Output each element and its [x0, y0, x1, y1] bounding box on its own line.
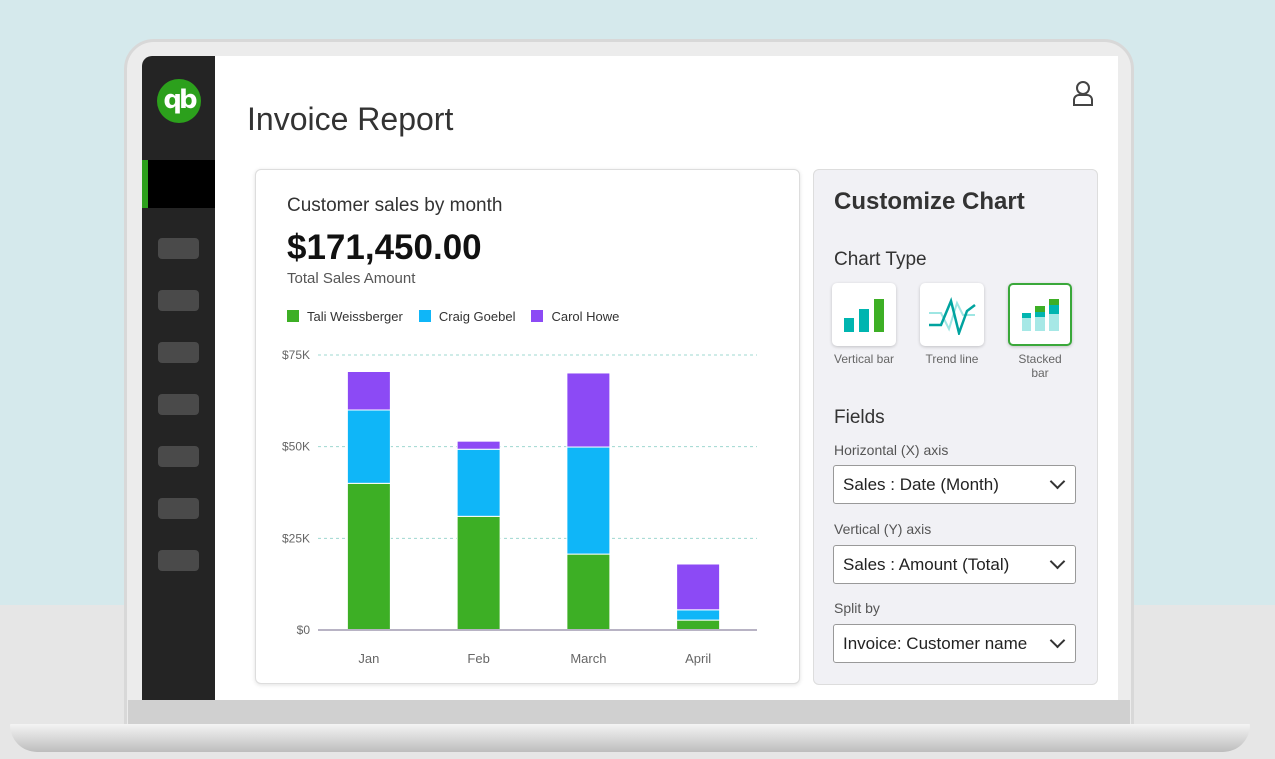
bar-segment [566, 372, 611, 448]
x-axis-value: Sales : Date (Month) [843, 475, 999, 494]
sidebar-item[interactable] [158, 290, 199, 311]
user-icon[interactable] [1072, 80, 1094, 106]
bar-segment [346, 482, 391, 631]
stacked-bar-icon [1022, 298, 1059, 331]
legend-item: Carol Howe [531, 309, 619, 324]
chart-type-trend-line[interactable]: Trend line [920, 283, 984, 380]
chevron-down-icon [1049, 553, 1066, 570]
page-title: Invoice Report [247, 101, 454, 137]
sidebar-item[interactable] [158, 238, 199, 259]
bar-segment [456, 448, 501, 517]
total-amount-label: Total Sales Amount [287, 270, 416, 287]
chart-legend: Tali Weissberger Craig Goebel Carol Howe [287, 309, 619, 324]
bar-segment [346, 371, 391, 411]
chevron-down-icon [1049, 473, 1066, 490]
vertical-bar-icon [844, 298, 884, 332]
x-tick-label: March [570, 651, 606, 666]
quickbooks-logo[interactable]: qb [157, 79, 201, 123]
sidebar-item[interactable] [158, 342, 199, 363]
bar-segment [566, 446, 611, 555]
trend-line-icon [929, 296, 976, 335]
chart-type-label: Vertical bar [833, 352, 895, 366]
total-amount: $171,450.00 [287, 228, 482, 267]
bar-segment [456, 515, 501, 631]
legend-label: Craig Goebel [438, 309, 516, 324]
legend-swatch [531, 310, 544, 322]
customize-chart-panel: Customize Chart Chart Type Vertical bar … [813, 169, 1098, 685]
chart-type-vertical-bar[interactable]: Vertical bar [832, 283, 896, 380]
laptop-hinge [128, 700, 1130, 726]
app-screen: qb Invoice Report Customer sales by mont… [142, 56, 1118, 700]
y-axis-select[interactable]: Sales : Amount (Total) [833, 545, 1076, 584]
legend-item: Craig Goebel [418, 309, 516, 324]
legend-swatch [418, 310, 431, 322]
legend-label: Carol Howe [551, 309, 620, 324]
x-axis-select[interactable]: Sales : Date (Month) [833, 465, 1076, 504]
chevron-down-icon [1049, 632, 1066, 649]
panel-title: Customize Chart [834, 188, 1025, 215]
legend-swatch [287, 310, 299, 322]
sidebar-item[interactable] [158, 446, 199, 467]
y-tick-label: $0 [297, 623, 311, 637]
chart-type-label: Stacked bar [1018, 352, 1062, 380]
bar-segment [456, 440, 501, 450]
sidebar: qb [142, 56, 215, 700]
bar-segment [676, 619, 721, 631]
bar-segment [566, 553, 611, 631]
x-tick-label: Jan [358, 651, 379, 666]
y-tick-label: $50K [282, 440, 310, 454]
y-tick-label: $75K [282, 348, 310, 362]
chart-type-label: Trend line [925, 352, 979, 366]
bar-segment [676, 563, 721, 611]
bar-segment [676, 609, 721, 621]
y-axis-value: Sales : Amount (Total) [843, 555, 1010, 574]
sidebar-item[interactable] [158, 550, 199, 571]
sidebar-item[interactable] [158, 394, 199, 415]
split-by-select[interactable]: Invoice: Customer name [833, 624, 1076, 663]
chart-type-heading: Chart Type [834, 249, 927, 270]
chart-title: Customer sales by month [287, 195, 503, 216]
bar-segment [346, 409, 391, 484]
x-tick-label: Feb [467, 651, 489, 666]
chart-type-stacked-bar[interactable]: Stacked bar [1008, 283, 1072, 380]
y-axis-label: Vertical (Y) axis [834, 521, 932, 537]
split-by-value: Invoice: Customer name [843, 634, 1028, 653]
fields-heading: Fields [834, 407, 885, 428]
legend-label: Tali Weissberger [307, 309, 403, 324]
stacked-bar-chart: $0 $25K $50K $75K Jan Feb March April [282, 348, 757, 666]
laptop-base [10, 724, 1250, 752]
legend-item: Tali Weissberger [287, 309, 403, 324]
y-tick-label: $25K [282, 531, 310, 545]
sidebar-item[interactable] [158, 498, 199, 519]
x-axis-label: Horizontal (X) axis [834, 442, 949, 458]
x-tick-label: April [685, 651, 711, 666]
split-by-label: Split by [834, 600, 880, 616]
sidebar-item-active[interactable] [142, 160, 215, 208]
